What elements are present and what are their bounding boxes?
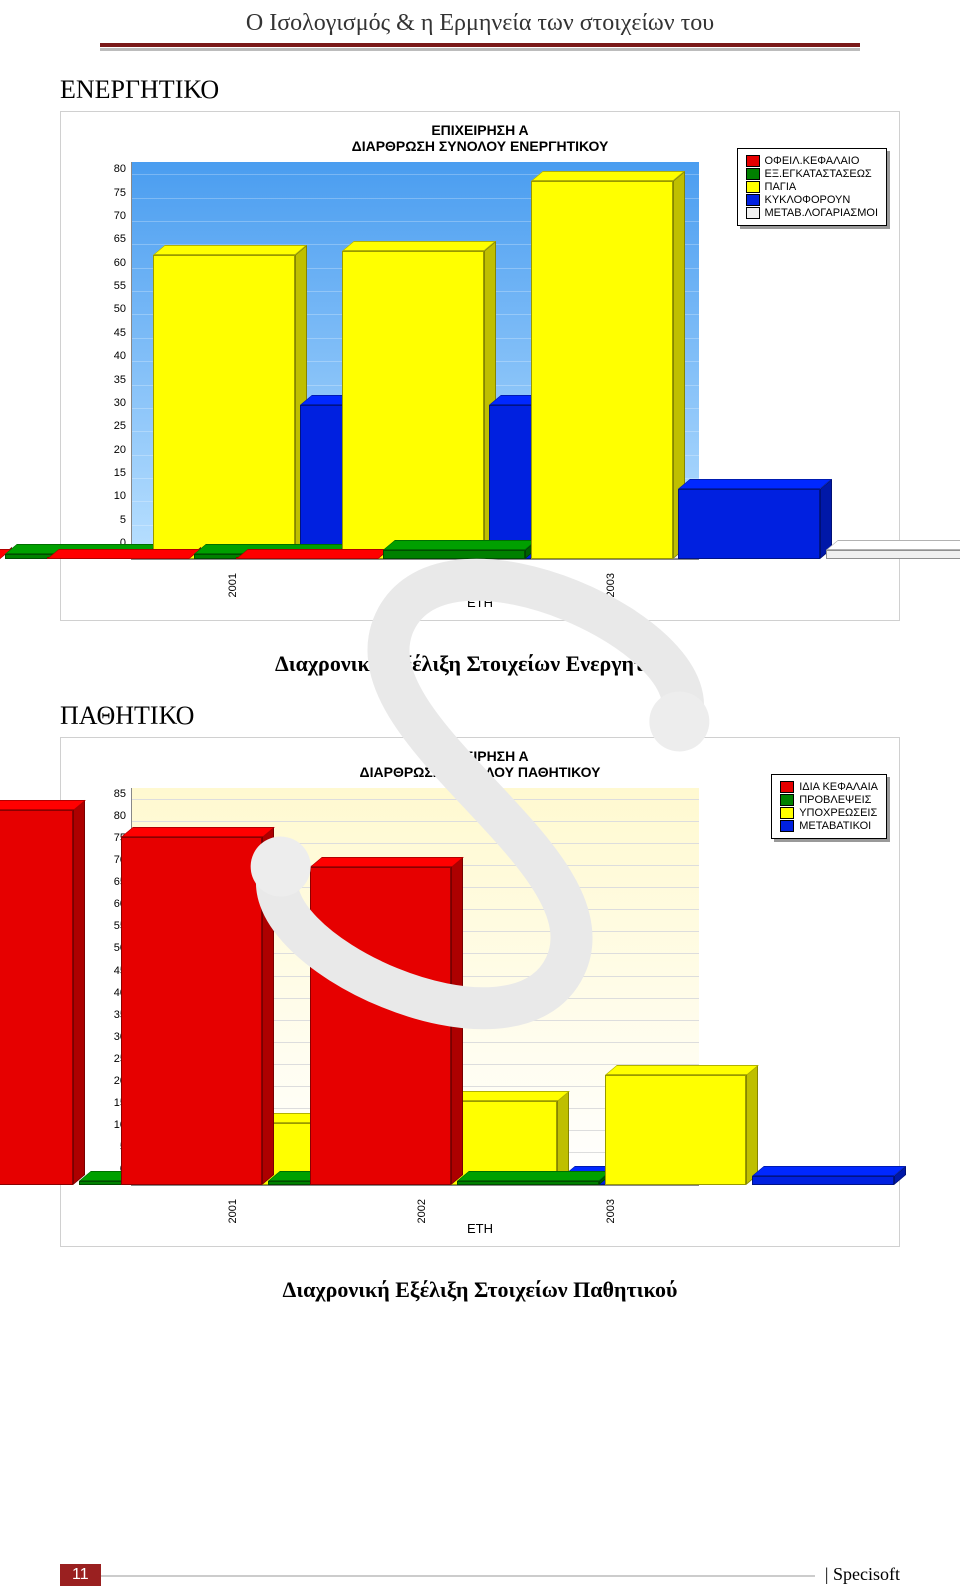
legend-item: ΟΦΕΙΛ.ΚΕΦΑΛΑΙΟ [746, 155, 879, 167]
legend-swatch [746, 155, 760, 167]
page-header-title: Ο Ισολογισμός & η Ερμηνεία των στοιχείων… [60, 0, 900, 37]
legend-label: ΚΥΚΛΟΦΟΡΟΥΝ [765, 194, 851, 206]
y-tick-label: 60 [114, 257, 132, 269]
bar [342, 251, 484, 559]
section-title-energitiko: ΕΝΕΡΓΗΤΙΚΟ [60, 75, 900, 105]
bar [826, 550, 960, 559]
legend: ΟΦΕΙΛ.ΚΕΦΑΛΑΙΟΕΞ.ΕΓΚΑΤΑΣΤΑΣΕΩΣΠΑΓΙΑΚΥΚΛΟ… [737, 148, 888, 226]
legend-item: ΜΕΤΑΒΑΤΙΚΟΙ [780, 820, 878, 832]
caption-pathitiko: Διαχρονική Εξέλιξη Στοιχείων Παθητικού [60, 1277, 900, 1303]
y-tick-label: 45 [114, 327, 132, 339]
y-tick-label: 35 [114, 374, 132, 386]
y-tick-label: 40 [114, 350, 132, 362]
y-tick-label: 80 [114, 163, 132, 175]
bar [310, 867, 452, 1185]
x-tick-label: 2003 [605, 1199, 617, 1223]
legend-item: ΜΕΤΑΒ.ΛΟΓΑΡΙΑΣΜΟΙ [746, 207, 879, 219]
header-divider [100, 43, 860, 51]
chart-pathitiko: ΕΠΙΧΕΙΡΗΣΗ ΑΔΙΑΡΘΡΩΣΗ ΣΥΝΟΛΟΥ ΠΑΘΗΤΙΚΟΥΠ… [60, 737, 900, 1247]
legend-swatch [780, 781, 794, 793]
y-tick-label: 30 [114, 397, 132, 409]
legend-item: ΚΥΚΛΟΦΟΡΟΥΝ [746, 194, 879, 206]
legend-item: ΥΠΟΧΡΕΩΣΕΙΣ [780, 807, 878, 819]
bar [153, 255, 295, 559]
y-tick-label: 70 [114, 210, 132, 222]
legend-label: ΠΑΓΙΑ [765, 181, 797, 193]
x-tick-label: 2003 [605, 573, 617, 597]
y-tick-label: 50 [114, 303, 132, 315]
legend-item: ΙΔΙΑ ΚΕΦΑΛΑΙΑ [780, 781, 878, 793]
bar [383, 550, 525, 559]
legend-swatch [746, 168, 760, 180]
y-tick-label: 55 [114, 280, 132, 292]
legend-label: ΠΡΟΒΛΕΨΕΙΣ [799, 794, 871, 806]
y-tick-label: 15 [114, 467, 132, 479]
bar [605, 1075, 747, 1185]
x-axis-label: ΕΤΗ [467, 595, 493, 610]
x-tick-label: 2002 [416, 1199, 428, 1223]
legend-item: ΕΞ.ΕΓΚΑΤΑΣΤΑΣΕΩΣ [746, 168, 879, 180]
x-tick-label: 2001 [227, 573, 239, 597]
legend-label: ΥΠΟΧΡΕΩΣΕΙΣ [799, 807, 877, 819]
bar [121, 837, 263, 1185]
caption-energitiko: Διαχρονική Εξέλιξη Στοιχείων Ενεργητικού [60, 651, 900, 677]
page-number: 11 [60, 1564, 101, 1586]
footer-doc-name: | Specisoft [815, 1564, 900, 1585]
y-tick-label: 85 [114, 788, 132, 800]
legend-swatch [780, 807, 794, 819]
legend-label: ΙΔΙΑ ΚΕΦΑΛΑΙΑ [799, 781, 878, 793]
legend: ΙΔΙΑ ΚΕΦΑΛΑΙΑΠΡΟΒΛΕΨΕΙΣΥΠΟΧΡΕΩΣΕΙΣΜΕΤΑΒΑ… [771, 774, 887, 839]
y-tick-label: 25 [114, 420, 132, 432]
bar [752, 1176, 894, 1185]
chart-energitiko: ΕΠΙΧΕΙΡΗΣΗ ΑΔΙΑΡΘΡΩΣΗ ΣΥΝΟΛΟΥ ΕΝΕΡΓΗΤΙΚΟ… [60, 111, 900, 621]
x-tick-label: 2002 [416, 573, 428, 597]
y-tick-label: 65 [114, 233, 132, 245]
y-tick-label: 10 [114, 490, 132, 502]
section-title-pathitiko: ΠΑΘΗΤΙΚΟ [60, 701, 900, 731]
bar [531, 181, 673, 559]
y-tick-label: 80 [114, 810, 132, 822]
bar [457, 1181, 599, 1185]
bar [678, 489, 820, 559]
legend-item: ΠΡΟΒΛΕΨΕΙΣ [780, 794, 878, 806]
x-axis-label: ΕΤΗ [467, 1221, 493, 1236]
legend-swatch [780, 794, 794, 806]
legend-swatch [746, 181, 760, 193]
bar [0, 810, 73, 1185]
legend-label: ΟΦΕΙΛ.ΚΕΦΑΛΑΙΟ [765, 155, 860, 167]
legend-swatch [780, 820, 794, 832]
y-tick-label: 5 [120, 514, 132, 526]
legend-label: ΜΕΤΑΒ.ΛΟΓΑΡΙΑΣΜΟΙ [765, 207, 879, 219]
legend-swatch [746, 207, 760, 219]
legend-swatch [746, 194, 760, 206]
gridline [132, 799, 699, 800]
y-tick-label: 75 [114, 187, 132, 199]
legend-label: ΕΞ.ΕΓΚΑΤΑΣΤΑΣΕΩΣ [765, 168, 872, 180]
y-tick-label: 20 [114, 444, 132, 456]
gridline [132, 821, 699, 822]
legend-item: ΠΑΓΙΑ [746, 181, 879, 193]
x-tick-label: 2001 [227, 1199, 239, 1223]
legend-label: ΜΕΤΑΒΑΤΙΚΟΙ [799, 820, 871, 832]
